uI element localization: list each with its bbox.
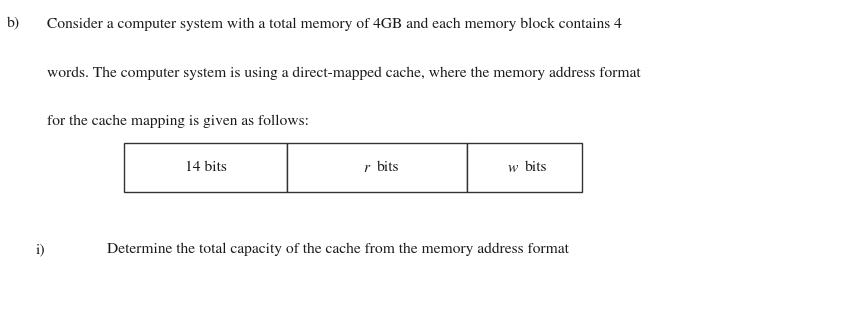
Text: i): i) — [36, 243, 45, 256]
Bar — [124, 143, 287, 192]
Bar — [287, 143, 467, 192]
Text: bits: bits — [525, 161, 548, 175]
Text: words. The computer system is using a direct-mapped cache, where the memory addr: words. The computer system is using a di… — [47, 66, 640, 80]
Text: b): b) — [7, 17, 20, 31]
Bar — [467, 143, 582, 192]
Text: r: r — [363, 161, 370, 175]
Text: for the cache mapping is given as follows:: for the cache mapping is given as follow… — [47, 115, 309, 129]
Text: bits: bits — [377, 161, 399, 175]
Text: Determine the total capacity of the cache from the memory address format: Determine the total capacity of the cach… — [107, 243, 569, 256]
Text: Consider a computer system with a total memory of 4GB and each memory block cont: Consider a computer system with a total … — [47, 17, 622, 31]
Text: w: w — [508, 161, 519, 175]
Text: 14 bits: 14 bits — [185, 161, 226, 175]
